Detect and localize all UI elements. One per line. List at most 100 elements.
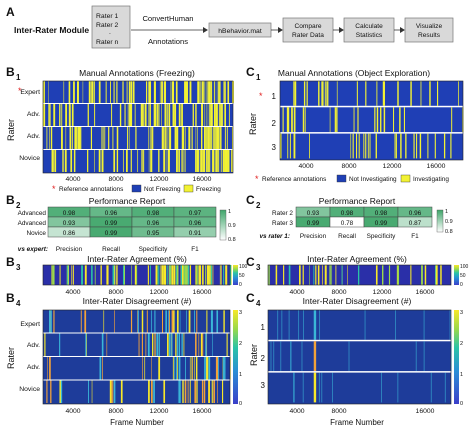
- freezing-bout: [130, 150, 132, 172]
- freezing-bout: [94, 104, 96, 126]
- agreement-mark: [116, 265, 118, 285]
- disagreement-mark: [101, 333, 104, 356]
- disagreement-mark: [175, 357, 177, 380]
- agreement-mark: [106, 265, 108, 285]
- disagreement-mark: [221, 380, 224, 403]
- freezing-bout: [154, 104, 157, 126]
- disagreement-mark: [208, 380, 210, 403]
- title-b2: Performance Report: [89, 196, 166, 206]
- xtick-b1-4: 16000: [193, 176, 212, 183]
- freezing-bout: [148, 104, 150, 126]
- title-c4: Inter-Rater Disagreement (#): [303, 296, 412, 306]
- freezing-bout: [126, 81, 128, 103]
- disagreement-mark: [223, 357, 225, 380]
- freezing-block: [195, 150, 224, 172]
- disagreement-mark: [177, 333, 179, 356]
- disagreement-mark: [167, 333, 169, 356]
- agreement-mark: [421, 265, 423, 285]
- freezing-bout: [132, 81, 135, 103]
- disagreement-mark: [194, 310, 195, 333]
- freezing-bout: [128, 127, 130, 149]
- freezing-bout: [163, 81, 165, 103]
- investigating-bout: [356, 133, 358, 159]
- agreement-mark: [155, 265, 158, 285]
- freezing-bout: [50, 127, 53, 149]
- agreement-mark: [357, 265, 360, 285]
- investigating-bout: [293, 107, 296, 133]
- module-pipeline: A Inter-Rater Module Rater 1 Rater 2 . R…: [6, 5, 454, 49]
- xtick-b4-3: 12000: [150, 408, 169, 415]
- freezing-bout: [127, 104, 129, 126]
- panel-sub-b1: 1: [16, 73, 21, 82]
- investigating-bout: [353, 107, 355, 133]
- disagreement-mark: [169, 333, 171, 356]
- file-name: hBehavior.mat: [218, 28, 262, 35]
- scale-tick-c3-2: 50: [460, 273, 466, 279]
- agreement-mark: [171, 265, 174, 285]
- agreement-mark: [388, 265, 391, 285]
- investigating-bout: [318, 81, 320, 106]
- table-cell-value: 0.96: [105, 210, 118, 217]
- agreement-mark: [170, 265, 172, 285]
- not-freezing-gap: [229, 150, 231, 172]
- freezing-bout: [152, 127, 154, 149]
- table-cell-value: 0.93: [63, 220, 76, 227]
- agreement-mark: [100, 265, 102, 285]
- investigating-bout: [287, 133, 289, 159]
- disagreement-mark: [109, 380, 112, 403]
- disagreement-mark: [185, 357, 186, 380]
- investigating-bout: [306, 81, 308, 106]
- agreement-mark: [347, 265, 349, 285]
- row-separator: [280, 132, 463, 134]
- column-c2-3: Specificity: [367, 233, 397, 240]
- panel-sub-c1: 1: [256, 73, 261, 82]
- disagreement-mark: [203, 380, 206, 403]
- freezing-bout: [192, 104, 194, 126]
- disagreement-mark: [49, 357, 51, 380]
- table-cell: [173, 226, 217, 238]
- investigating-bout: [434, 133, 436, 159]
- disagreement-mark: [168, 310, 170, 333]
- panel-b4: B 4 Inter-Rater Disagreement (#) Rater E…: [6, 291, 242, 427]
- freezing-bout: [87, 104, 89, 126]
- agreement-mark: [210, 265, 212, 285]
- panel-b2: B 2 Performance Report Advanced 0.98 0.96 0…: [6, 193, 236, 253]
- scale-tick-b4-3: 1: [239, 372, 242, 378]
- not-freezing-gap: [206, 104, 208, 126]
- freezing-block: [223, 150, 233, 172]
- xtick-c1-2: 8000: [341, 163, 356, 170]
- disagreement-mark: [211, 380, 213, 403]
- investigating-bout: [303, 107, 305, 133]
- table-row-label: Rater 3: [272, 220, 293, 227]
- freezing-bout: [224, 127, 227, 149]
- freezing-bout: [53, 104, 56, 126]
- row-label-c1-2: 2: [272, 119, 277, 128]
- agreement-mark: [173, 265, 176, 285]
- colorbar-b4: [233, 310, 238, 404]
- disagreement-mark: [301, 341, 303, 372]
- disagreement-mark: [213, 380, 215, 403]
- freezing-bout: [185, 81, 188, 103]
- not-freezing-gap: [215, 81, 217, 103]
- scale-tick-c2-1: 1: [445, 209, 448, 215]
- agreement-mark: [195, 265, 197, 285]
- agreement-mark: [219, 265, 221, 285]
- not-freezing-gap: [204, 104, 206, 126]
- investigating-bout: [395, 133, 397, 159]
- row-separator: [268, 339, 451, 342]
- row-separator: [43, 379, 230, 381]
- freezing-bout: [168, 104, 170, 126]
- convert-line-1: ConvertHuman: [142, 14, 193, 23]
- table-cell-value: 0.99: [375, 220, 388, 227]
- freezing-bout: [113, 150, 116, 172]
- scale-tick-c3-3: 0: [460, 282, 463, 288]
- xtick-b4-1: 4000: [65, 408, 80, 415]
- panel-c1: C 1 Manual Annotations (Object Explorati…: [246, 65, 464, 184]
- freezing-bout: [65, 104, 68, 126]
- investigating-bout: [287, 107, 289, 133]
- disagreement-mark: [183, 333, 185, 356]
- xtick-b1-1: 4000: [65, 176, 80, 183]
- rater-stack: Rater 1 Rater 2 . Rater n: [91, 5, 131, 49]
- freezing-bout: [65, 127, 67, 149]
- investigating-bout: [282, 107, 284, 133]
